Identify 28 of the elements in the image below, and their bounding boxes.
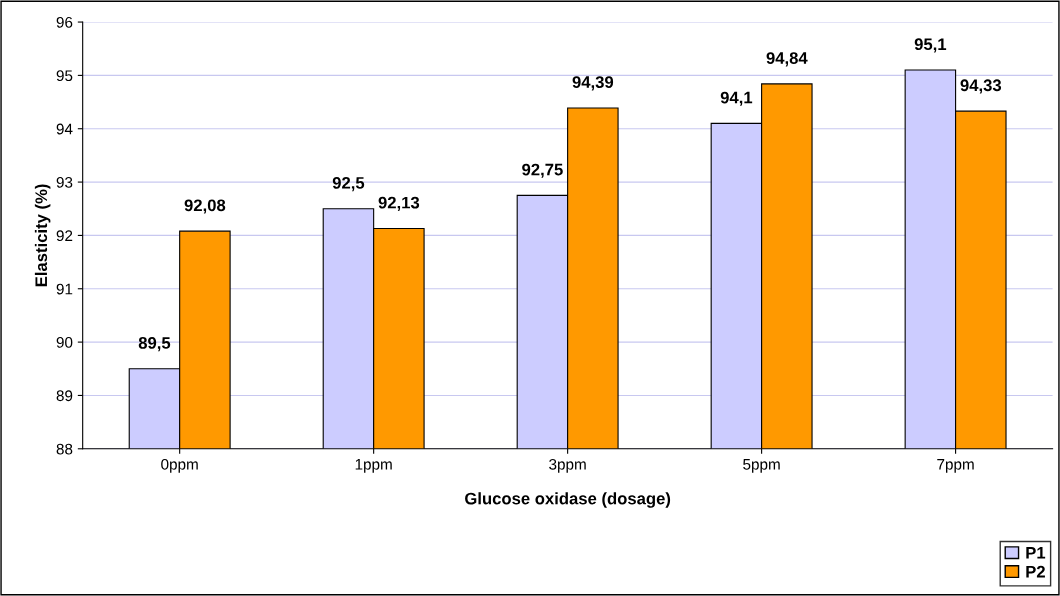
x-tick-label: 0ppm <box>161 458 198 473</box>
data-label: 92,08 <box>184 199 226 214</box>
y-tick-label: 92 <box>56 230 73 242</box>
y-tick-label: 93 <box>56 176 73 188</box>
x-tick-label: 5ppm <box>743 459 780 473</box>
x-axis-title: Glucose oxidase (dosage) <box>465 492 671 508</box>
legend-label: P1 <box>1026 547 1046 559</box>
y-tick-label: 95 <box>56 70 73 82</box>
y-tick-label: 88 <box>56 443 73 455</box>
data-label: 94,39 <box>572 76 614 91</box>
data-label: 94,84 <box>766 52 808 67</box>
y-tick-label: 90 <box>56 336 73 348</box>
data-label: 92,75 <box>522 163 563 178</box>
data-label: 89,5 <box>138 337 171 352</box>
x-tick-label: 3ppm <box>549 458 586 473</box>
data-label: 95,1 <box>914 38 947 53</box>
data-label: 94,1 <box>720 91 753 106</box>
data-label: 94,33 <box>960 79 1002 94</box>
x-tick-label: 7ppm <box>937 459 974 473</box>
y-tick-label: 96 <box>56 16 73 28</box>
data-label: 92,13 <box>378 196 420 211</box>
x-tick-label: 1ppm <box>355 459 392 473</box>
y-tick-label: 94 <box>56 123 73 135</box>
y-axis-title: Elasticity (%) <box>34 184 51 287</box>
y-tick-label: 89 <box>56 390 73 402</box>
data-label: 92,5 <box>332 176 365 192</box>
y-tick-label: 91 <box>56 283 73 295</box>
legend-label: P2 <box>1026 565 1045 578</box>
